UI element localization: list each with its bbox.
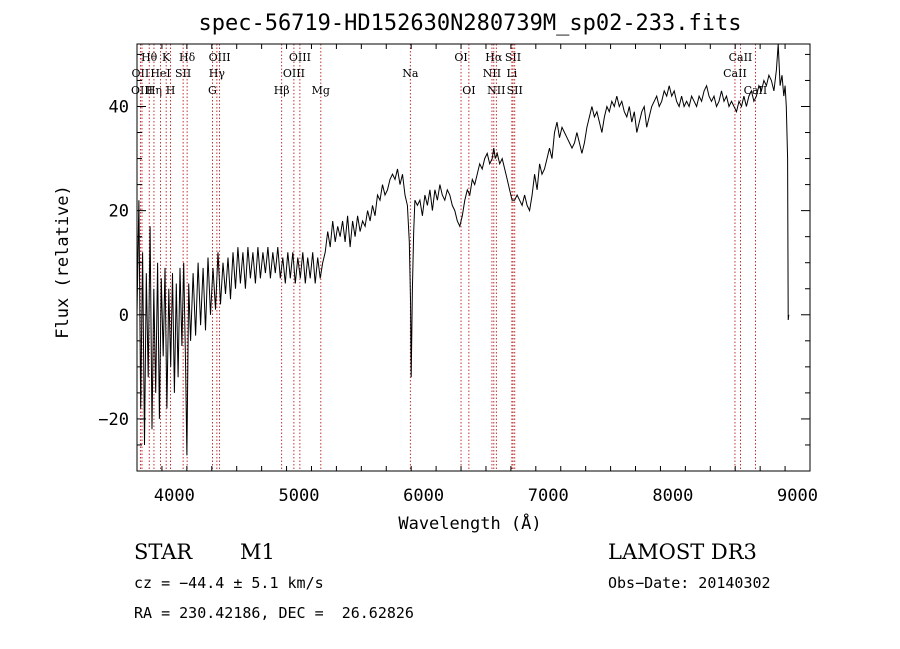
emission-line-label: Li: [506, 67, 517, 80]
emission-line-label: Hθ: [141, 51, 158, 64]
emission-line-label: SII: [507, 84, 523, 97]
emission-line-label: OIII: [289, 51, 311, 64]
emission-line-label: OIII: [209, 51, 231, 64]
x-tick-label: 4000: [154, 486, 195, 506]
survey-name: LAMOST DR3: [608, 540, 757, 564]
emission-line-label: NII: [483, 67, 501, 80]
emission-line-label: CaII: [729, 51, 753, 64]
emission-line-label: CaII: [744, 84, 768, 97]
emission-line-label: K: [162, 51, 171, 64]
emission-line-label: NII: [487, 84, 505, 97]
coordinates: RA = 230.42186, DEC = 26.62826: [134, 604, 414, 622]
y-tick-label: 40: [109, 97, 129, 117]
emission-line-label: Hα: [485, 51, 503, 64]
y-tick-label: 0: [119, 306, 129, 326]
emission-line-label: H: [166, 84, 176, 97]
emission-line-label: OI: [454, 51, 467, 64]
emission-line-label: Hδ: [179, 51, 196, 64]
emission-line-label: HeI: [150, 67, 170, 80]
x-tick-label: 9000: [777, 486, 818, 506]
x-tick-label: 7000: [528, 486, 569, 506]
axes: 4000 5000 6000 7000 8000 9000 −20 0 20 40: [98, 43, 818, 506]
spectrum-line: [136, 43, 790, 456]
emission-line-label: Hγ: [209, 67, 226, 80]
emission-line-label: OII: [132, 67, 150, 80]
y-axis-label: Flux (relative): [53, 185, 73, 339]
emission-line-label: Mg: [312, 84, 330, 97]
emission-line-label: Na: [402, 67, 419, 80]
emission-line-label: OIII: [283, 67, 305, 80]
emission-line-label: SII: [175, 67, 191, 80]
spectrum-series: [136, 43, 790, 456]
emission-line-label: Hη: [146, 84, 162, 97]
chart-title: spec-56719-HD152630N280739M_sp02-233.fit…: [198, 11, 741, 36]
emission-line-label: OIII: [131, 84, 153, 97]
x-axis-label: Wavelength (Å): [398, 512, 541, 534]
emission-line-label: Hβ: [274, 84, 290, 97]
obs-date: Obs−Date: 20140302: [608, 574, 771, 592]
object-class: STAR: [134, 540, 193, 564]
redshift-readout: cz = −44.4 ± 5.1 km/s: [134, 574, 324, 592]
x-tick-label: 8000: [652, 486, 693, 506]
emission-line-label: G: [208, 84, 217, 97]
emission-line-label: SII: [505, 51, 521, 64]
emission-line-label: CaII: [723, 67, 747, 80]
y-tick-label: 20: [109, 202, 129, 222]
emission-line-label: OI: [462, 84, 475, 97]
x-tick-label: 5000: [279, 486, 320, 506]
plot-frame: [136, 43, 811, 472]
object-subclass: M1: [240, 540, 275, 564]
y-tick-label: −20: [98, 410, 129, 430]
x-tick-label: 6000: [403, 486, 444, 506]
